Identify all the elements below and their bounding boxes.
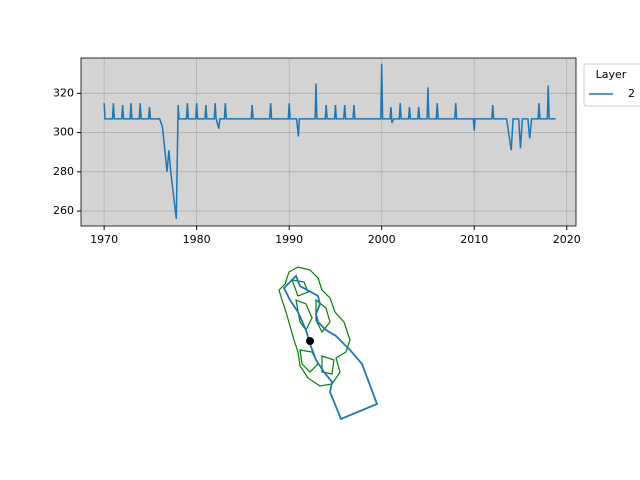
x-tick-label: 1990 [275,233,303,246]
map-point [306,337,314,345]
line-series [103,63,556,220]
y-tick-label: 320 [53,86,74,99]
map [278,266,379,421]
legend-title: Layer [596,68,627,81]
x-tick-label: 1970 [90,233,118,246]
map-outline-green [278,266,351,387]
y-tick-label: 300 [53,126,74,139]
y-tick-label: 260 [53,204,74,217]
x-tick-label: 2010 [460,233,488,246]
x-tick-label: 2000 [368,233,396,246]
x-tick-label: 1980 [183,233,211,246]
x-tick-label: 2020 [553,233,581,246]
map-outline-blue [282,274,379,421]
legend-label: 2 [628,87,635,100]
plot-background [81,58,576,226]
legend-box [583,63,640,107]
plot-frame [80,57,577,227]
y-tick-label: 280 [53,165,74,178]
